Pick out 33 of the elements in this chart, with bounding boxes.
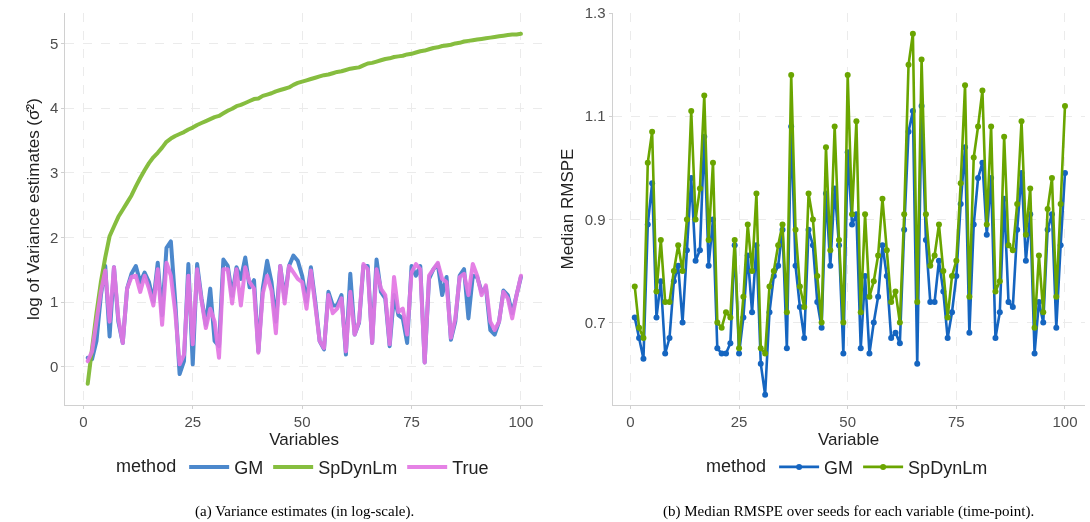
y-axis-title: Median RMSPE: [558, 148, 578, 270]
y-axis-title: log of Variance estimates (σ̂²): [23, 98, 43, 320]
x-tick-label: 75: [403, 413, 420, 431]
text: (b) Median RMSPE over seeds for each variable (time-point).: [663, 503, 1035, 520]
y-tick-label: 0.7: [584, 313, 606, 331]
x-tick-label: 0: [79, 413, 88, 431]
y-tick-label: 1.1: [584, 107, 606, 125]
x-axis-title: Variables: [269, 430, 339, 450]
y-tick-label: 2: [50, 228, 59, 246]
legend-label: GM: [234, 457, 264, 478]
legend-label: GM: [824, 457, 854, 478]
x-tick-label: 100: [1052, 413, 1078, 431]
y-tick-label: 0.9: [584, 210, 606, 228]
x-tick-label: 0: [626, 413, 635, 431]
x-tick-label: 100: [508, 413, 534, 431]
x-tick-label: 25: [184, 413, 202, 431]
x-tick-label: 50: [293, 413, 311, 431]
text: (a) Variance estimates (in log-scale).: [195, 503, 415, 520]
legend-title: method: [706, 456, 767, 477]
x-tick-label: 75: [948, 413, 965, 431]
legend-label: True: [452, 457, 489, 478]
y-tick-label: 5: [50, 34, 59, 52]
legend-label: SpDynLm: [318, 457, 398, 478]
legend-label: SpDynLm: [908, 457, 988, 478]
legend-title: method: [116, 456, 177, 477]
y-tick-label: 4: [50, 99, 59, 117]
y-tick-label: 0: [50, 358, 59, 376]
x-axis-title: Variable: [818, 430, 880, 450]
y-tick-label: 3: [50, 164, 59, 182]
y-tick-label: 1.3: [584, 4, 606, 22]
x-tick-label: 50: [839, 413, 857, 431]
x-tick-label: 25: [730, 413, 748, 431]
y-tick-label: 1: [50, 293, 59, 311]
